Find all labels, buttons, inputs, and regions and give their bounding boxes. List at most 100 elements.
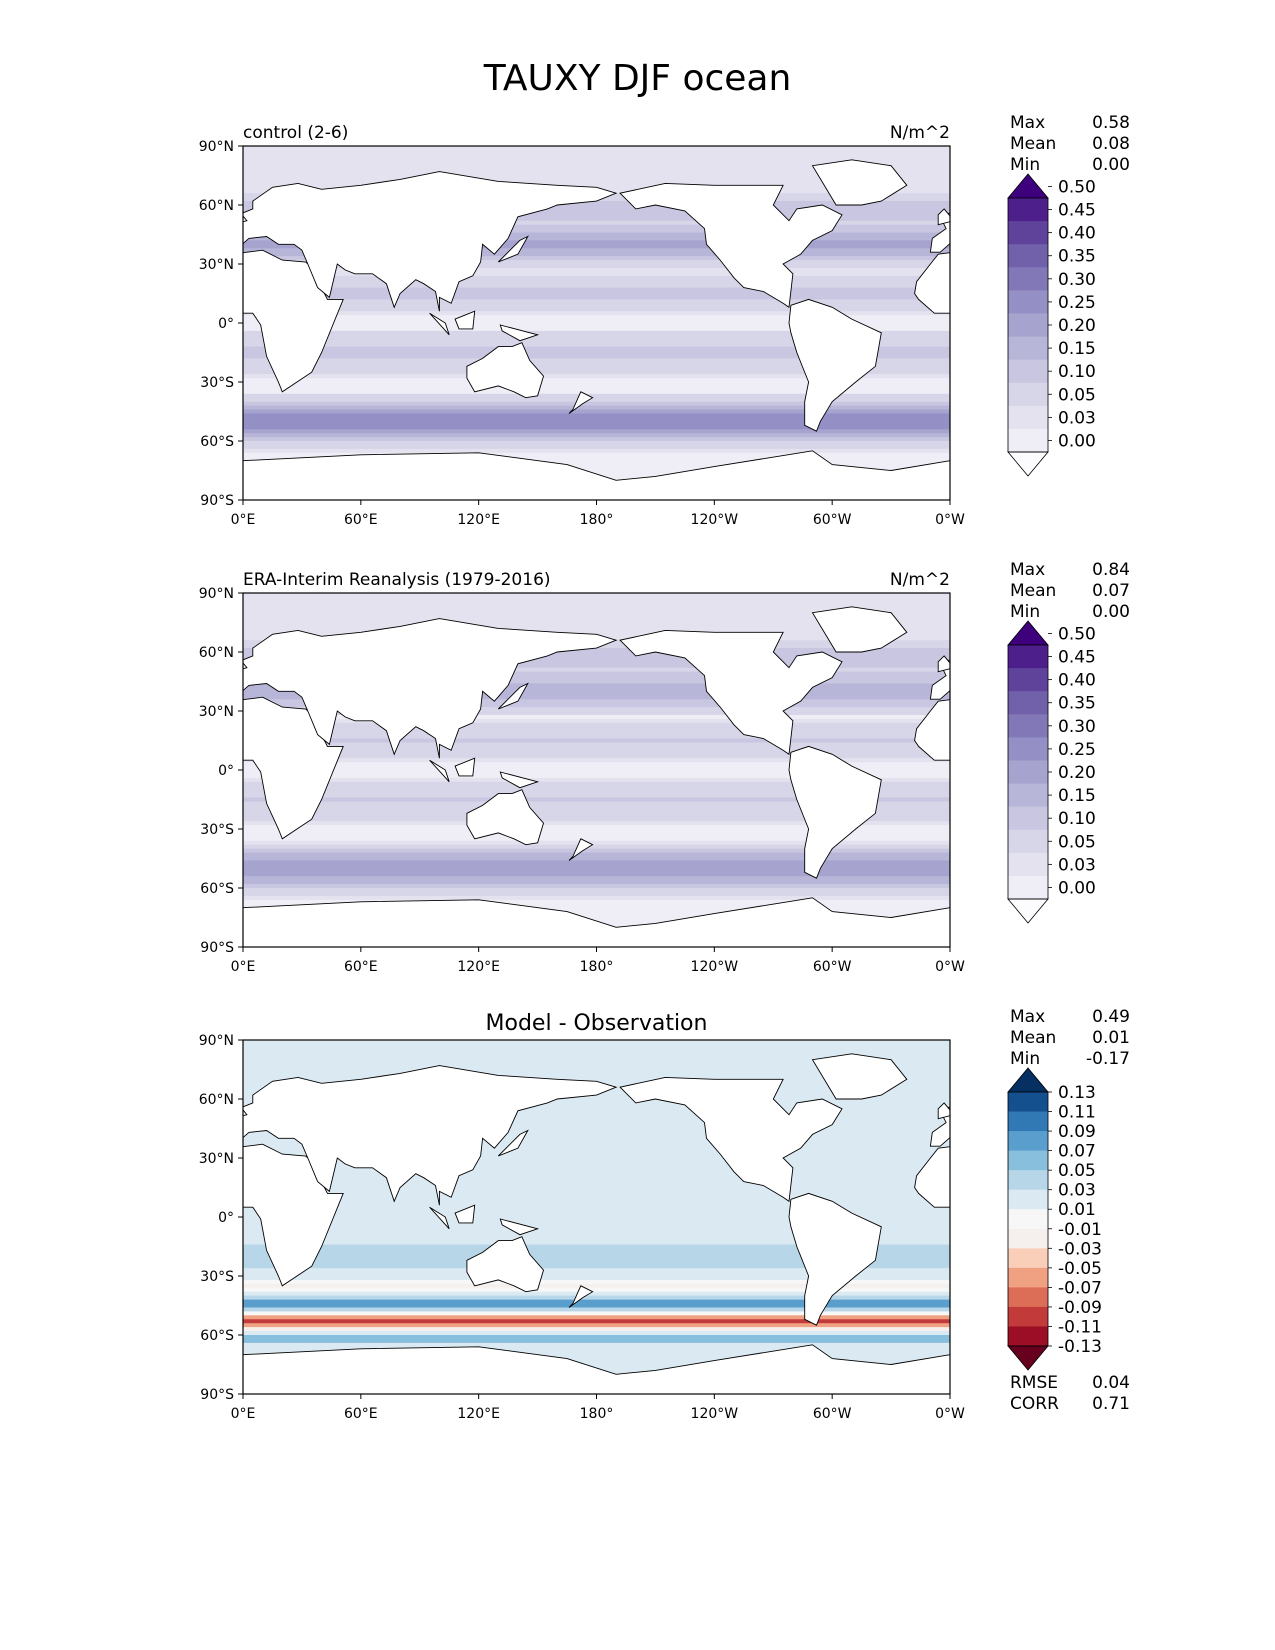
- field-band: [243, 1106, 950, 1112]
- field-band: [243, 165, 950, 171]
- field-band: [243, 323, 950, 328]
- coastline-4: [788, 745, 882, 879]
- field-band: [243, 829, 950, 834]
- colorbar-bin: [1008, 382, 1048, 407]
- colorbar-bin: [1008, 1287, 1048, 1308]
- x-tick-label: 0°W: [935, 512, 965, 528]
- field-band: [243, 1323, 950, 1328]
- field-band: [243, 836, 950, 842]
- colorbar-label: 0.00: [1058, 878, 1096, 898]
- field-band: [243, 1209, 950, 1214]
- field-band: [243, 409, 950, 415]
- figure-title: TAUXY DJF ocean: [483, 58, 792, 99]
- stat-value-min: 0.00: [1092, 602, 1130, 622]
- x-tick-label: 0°E: [231, 512, 256, 528]
- coastline-10: [1205, 684, 1235, 710]
- field-band: [243, 832, 950, 838]
- field-band: [243, 604, 950, 610]
- panel-title-left: ERA-Interim Reanalysis (1979-2016): [243, 570, 551, 590]
- colorbar-label: -0.05: [1058, 1259, 1102, 1279]
- field-band: [243, 1071, 950, 1076]
- coastline-1: [243, 1065, 618, 1206]
- colorbar-label: -0.09: [1058, 1298, 1102, 1318]
- colorbar-bin: [1008, 1150, 1048, 1171]
- field-band: [243, 1362, 950, 1368]
- coastline-1: [243, 171, 618, 312]
- colorbar-label: 0.20: [1058, 763, 1096, 783]
- colorbar-bin: [1008, 1326, 1048, 1347]
- colorbar-label: 0.35: [1058, 247, 1096, 267]
- x-tick-label: 60°E: [344, 959, 378, 975]
- coastline-8: [454, 757, 476, 777]
- stat-label-max: Max: [1010, 113, 1045, 133]
- coastline-12: [937, 1102, 950, 1120]
- coastline-3: [619, 182, 843, 309]
- y-tick-label: 30°S: [200, 822, 234, 838]
- field-band: [243, 1185, 950, 1191]
- field-band: [243, 840, 950, 846]
- field-band: [243, 648, 950, 653]
- field-band: [243, 907, 950, 913]
- coastline-11: [568, 391, 594, 414]
- field-band: [243, 417, 950, 422]
- coastline-9: [1207, 1219, 1244, 1235]
- coastline-12: [243, 662, 248, 670]
- x-tick-label: 60°E: [344, 512, 378, 528]
- field-band: [243, 181, 950, 186]
- field-band: [243, 675, 950, 681]
- field-band: [243, 1295, 950, 1301]
- field-band: [243, 287, 950, 293]
- field-band: [243, 1283, 950, 1289]
- stat-label-mean: Mean: [1010, 581, 1056, 601]
- field-band: [243, 1248, 950, 1253]
- field-band: [243, 1043, 950, 1049]
- y-tick-label: 90°S: [200, 493, 234, 509]
- field-band: [243, 1350, 950, 1356]
- colorbar-label: 0.07: [1058, 1142, 1096, 1162]
- coastline-10: [497, 235, 529, 263]
- field-band: [243, 616, 950, 622]
- colorbar-label: 0.45: [1058, 201, 1096, 221]
- field-band: [243, 699, 950, 704]
- colorbar-label: 0.30: [1058, 717, 1096, 737]
- colorbar-bin: [1008, 336, 1048, 361]
- colorbar-extend-top: [1007, 173, 1049, 199]
- field-band: [243, 773, 950, 779]
- x-tick-label: 180°: [580, 959, 614, 975]
- field-band: [243, 216, 950, 222]
- field-band: [243, 354, 950, 359]
- stat-label-min: Min: [1010, 155, 1040, 175]
- field-band: [243, 1276, 950, 1281]
- stat-value-min: 0.00: [1092, 155, 1130, 175]
- coastline-5: [811, 1053, 908, 1100]
- field-band: [243, 1146, 950, 1151]
- field-band: [243, 1205, 950, 1210]
- field-band: [243, 762, 950, 767]
- y-tick-label: 0°: [218, 1210, 234, 1226]
- field-band: [243, 240, 950, 245]
- field-band: [243, 1051, 950, 1057]
- field-band: [243, 1220, 950, 1226]
- field-band: [243, 667, 950, 673]
- coastline-9: [1207, 772, 1244, 788]
- field-band: [243, 161, 950, 167]
- field-band: [243, 813, 950, 818]
- panel-svg-2: Model - Observation 0°E 60°E 120°E 180° 120°W…: [199, 1007, 1244, 1422]
- coastline-5: [811, 159, 908, 206]
- panel-difference: Model - Observation 0°E 60°E 120°E 180° 120°W…: [0, 1004, 1275, 1464]
- field-band: [243, 1181, 950, 1187]
- field-band: [243, 628, 950, 633]
- colorbar-label: 0.11: [1058, 1103, 1096, 1123]
- coastline-2: [466, 789, 545, 846]
- field-band: [243, 911, 950, 917]
- field-band: [243, 271, 950, 277]
- stat-value-max: 0.84: [1092, 560, 1130, 580]
- coastline-1: [929, 1106, 950, 1147]
- coastline-6: [949, 460, 950, 500]
- colorbar-label: 0.40: [1058, 671, 1096, 691]
- field-band: [243, 236, 950, 241]
- field-band: [243, 797, 950, 803]
- field-band: [243, 307, 950, 312]
- panel-title-left: control (2-6): [243, 123, 348, 143]
- field-band: [243, 228, 950, 234]
